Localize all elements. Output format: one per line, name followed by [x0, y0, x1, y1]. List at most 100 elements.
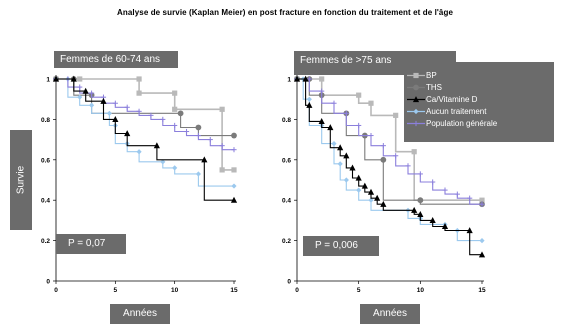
page-title: Analyse de survie (Kaplan Meier) en post…: [116, 8, 453, 17]
data-point-cavitd: [201, 156, 208, 163]
data-point-population: [454, 191, 460, 197]
data-point-cavitd: [124, 130, 131, 137]
series-line-ths: [56, 78, 234, 137]
data-point-population: [231, 147, 237, 153]
data-point-cavitd: [466, 227, 473, 234]
data-point-cavitd: [82, 87, 89, 94]
series-line-cavitd: [56, 78, 234, 201]
data-point-population: [380, 143, 386, 149]
data-point-ths: [177, 110, 184, 117]
series-population: [53, 76, 237, 153]
x-tick-label: 15: [478, 287, 486, 294]
data-point-aucun: [479, 238, 485, 244]
data-point-bp: [479, 197, 485, 203]
data-point-population: [356, 122, 362, 129]
data-point-population: [306, 76, 312, 82]
legend-label: THS: [426, 83, 442, 92]
y-tick-label: 1: [287, 77, 291, 84]
y-tick-label: 0.2: [41, 238, 50, 245]
y-tick-label: 0.8: [282, 117, 291, 124]
data-point-population: [331, 100, 337, 106]
data-point-cavitd: [318, 118, 325, 125]
series-cavitd: [293, 75, 486, 258]
data-point-aucun: [356, 187, 362, 193]
data-point-population: [124, 104, 130, 110]
data-point-cavitd: [302, 75, 309, 82]
data-point-bp: [172, 106, 178, 112]
data-point-bp: [356, 92, 362, 98]
legend-label: BP: [426, 71, 437, 80]
data-point-population: [393, 153, 399, 159]
data-point-bp: [172, 90, 178, 96]
data-point-cavitd: [367, 188, 375, 195]
data-point-cavitd: [153, 142, 160, 149]
y-tick-label: 0: [46, 279, 50, 286]
data-point-ths: [417, 197, 424, 204]
data-point-population: [172, 122, 178, 129]
y-tick-label: 0.2: [282, 238, 291, 245]
legend-marker-ths: [413, 84, 419, 91]
y-tick-label: 0.8: [41, 117, 50, 124]
data-point-aucun: [77, 94, 83, 100]
legend-label: Aucun traitement: [426, 107, 487, 116]
series-line-aucun: [56, 78, 234, 187]
data-point-aucun: [136, 149, 142, 155]
data-point-cavitd: [343, 152, 350, 159]
data-point-population: [77, 84, 83, 90]
data-point-cavitd: [478, 251, 486, 258]
chart-right-xlabel: Années: [360, 304, 420, 324]
data-point-population: [319, 88, 325, 94]
data-point-cavitd: [100, 97, 107, 104]
data-point-aucun: [231, 183, 237, 189]
data-point-cavitd: [327, 124, 334, 131]
chart-left-annotation: P = 0,07: [56, 234, 126, 254]
data-point-population: [183, 128, 190, 135]
data-point-cavitd: [306, 101, 313, 108]
series-line-population: [56, 78, 234, 151]
legend-marker-cavitd: [412, 96, 420, 103]
data-point-ths: [195, 124, 202, 131]
data-point-ths: [231, 132, 237, 139]
data-point-population: [405, 163, 411, 169]
data-point-ths: [380, 156, 387, 163]
data-point-aucun: [331, 141, 337, 147]
data-point-bp: [319, 76, 325, 82]
data-point-cavitd: [230, 196, 238, 203]
chart-left-plot: 00.20.40.60.810 5 10 15: [41, 75, 238, 294]
data-point-population: [136, 108, 142, 114]
legend: BP THS Ca/Vitamine D Aucun traitement Popula…: [404, 62, 554, 142]
legend-label: Ca/Vitamine D: [426, 95, 478, 104]
data-point-population: [148, 112, 154, 118]
x-tick-label: 0: [295, 287, 299, 294]
data-point-cavitd: [52, 75, 60, 82]
x-tick-label: 5: [357, 287, 361, 294]
data-point-bp: [411, 149, 417, 155]
series-aucun: [294, 76, 485, 244]
chart-right-annotation: P = 0,006: [303, 236, 379, 256]
data-point-population: [442, 187, 448, 193]
x-tick-label: 10: [417, 287, 425, 294]
data-point-bp: [136, 90, 142, 96]
data-point-population: [112, 100, 118, 106]
data-point-aucun: [172, 165, 178, 171]
data-point-aucun: [160, 159, 166, 165]
data-point-cavitd: [112, 116, 119, 122]
data-point-bp: [368, 100, 374, 106]
data-point-cavitd: [374, 194, 381, 201]
data-point-cavitd: [380, 200, 387, 207]
data-point-aucun: [337, 161, 343, 167]
data-point-cavitd: [417, 210, 424, 217]
y-tick-label: 0.6: [41, 157, 50, 164]
series-line-aucun: [297, 78, 482, 242]
data-point-population: [89, 90, 95, 96]
data-point-cavitd: [70, 75, 77, 82]
chart-left-title: Femmes de 60-74 ans: [54, 51, 178, 68]
chart-left-ylabel: Survie: [10, 130, 32, 230]
y-tick-label: 0.4: [41, 198, 50, 205]
legend-marker-aucun: [413, 108, 419, 115]
data-point-cavitd: [293, 75, 301, 82]
data-point-aucun: [368, 197, 374, 203]
data-point-aucun: [89, 102, 95, 108]
data-point-population: [195, 132, 201, 139]
